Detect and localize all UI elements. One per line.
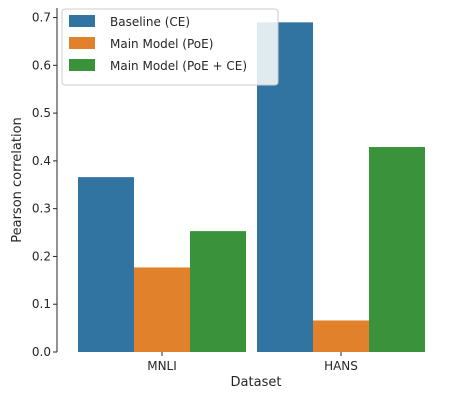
bars-layer — [78, 22, 425, 352]
x-tick-label: MNLI — [147, 359, 177, 373]
legend-label: Main Model (PoE) — [110, 37, 213, 51]
x-tick-label: HANS — [324, 359, 358, 373]
bar-mnli-series-1 — [78, 177, 134, 352]
bar-mnli-series-3 — [190, 231, 246, 352]
y-tick-label: 0.7 — [32, 11, 51, 25]
y-axis-label: Pearson correlation — [10, 117, 25, 243]
legend-label: Main Model (PoE + CE) — [110, 59, 247, 73]
legend-label: Baseline (CE) — [110, 15, 190, 29]
legend-swatch — [69, 15, 95, 27]
legend-items: Baseline (CE) Main Model (PoE) Main Model … — [69, 15, 247, 73]
bar-mnli-series-2 — [134, 267, 190, 352]
y-tick-label: 0.2 — [32, 249, 51, 263]
bar-hans-series-3 — [369, 147, 425, 352]
y-axis-ticks: 0.0 0.1 0.2 0.3 0.4 0.5 0.6 0.7 — [32, 11, 57, 359]
legend: Baseline (CE) Main Model (PoE) Main Model … — [61, 8, 279, 86]
x-axis-label: Dataset — [231, 375, 282, 390]
legend-swatch — [69, 59, 95, 71]
y-tick-label: 0.0 — [32, 345, 51, 359]
x-axis-ticks: MNLI HANS — [147, 352, 358, 373]
y-tick-label: 0.6 — [32, 58, 51, 72]
y-tick-label: 0.3 — [32, 202, 51, 216]
legend-frame — [61, 8, 279, 86]
bar-hans-series-2 — [313, 320, 369, 352]
y-tick-label: 0.5 — [32, 106, 51, 120]
y-tick-label: 0.1 — [32, 297, 51, 311]
y-tick-label: 0.4 — [32, 154, 51, 168]
legend-swatch — [69, 37, 95, 49]
